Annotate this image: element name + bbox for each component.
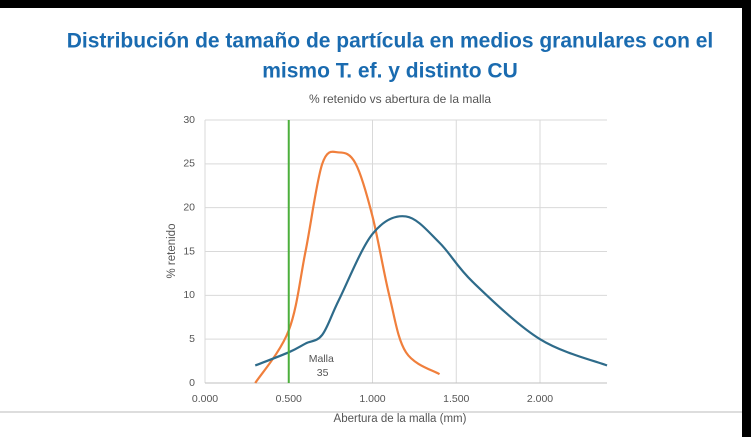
y-tick-label: 10 [183, 289, 195, 301]
top-bar [0, 0, 751, 8]
right-bar [742, 0, 751, 437]
y-tick-label: 0 [189, 377, 195, 389]
x-tick-label: 1.500 [443, 393, 469, 405]
y-tick-label: 30 [183, 114, 195, 126]
x-tick-label: 1.000 [359, 393, 385, 405]
x-tick-label: 0.500 [276, 393, 302, 405]
chart-title: mismo T. ef. y distinto CU [262, 60, 518, 83]
y-axis-label: % retenido [166, 224, 178, 279]
chart-subtitle: % retenido vs abertura de la malla [309, 92, 491, 106]
chart-title: Distribución de tamaño de partícula en m… [67, 30, 714, 53]
x-tick-label: 0.000 [192, 393, 218, 405]
y-tick-label: 20 [183, 201, 195, 213]
y-tick-label: 25 [183, 158, 195, 170]
annotation: Malla [309, 353, 334, 365]
series-line [254, 150, 441, 384]
series-line [254, 215, 608, 367]
y-tick-label: 15 [183, 245, 195, 257]
x-tick-label: 2.000 [527, 393, 553, 405]
annotation: 35 [317, 367, 329, 379]
x-axis-label: Abertura de la malla (mm) [334, 413, 467, 425]
y-tick-label: 5 [189, 333, 195, 345]
